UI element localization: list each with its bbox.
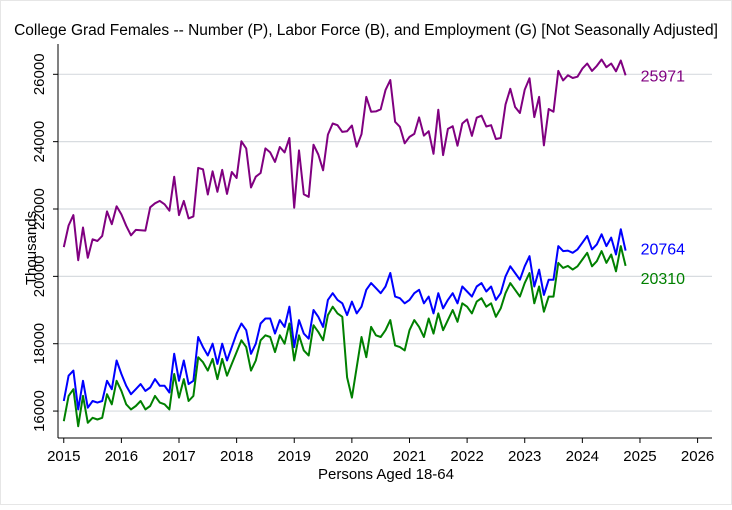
series-line-P: [62, 58, 627, 262]
x-tick-label: 2025: [623, 448, 656, 465]
x-tick-label: 2018: [220, 448, 253, 465]
x-tick-label: 2023: [508, 448, 541, 465]
x-tick-label: 2021: [393, 448, 426, 465]
end-label-B: 20764: [641, 242, 686, 259]
y-axis-title: Thousands: [23, 211, 40, 285]
x-tick-label: 2015: [47, 448, 80, 465]
x-tick-label: 2019: [278, 448, 311, 465]
end-label-G: 20310: [641, 271, 686, 288]
x-axis-title: Persons Aged 18-64: [318, 466, 454, 483]
x-tick-label: 2016: [105, 448, 138, 465]
gridlines: [58, 73, 712, 412]
series-line-B: [62, 228, 627, 411]
x-tick-label: 2022: [450, 448, 483, 465]
series-line-G: [62, 245, 627, 428]
series-lines: [62, 58, 627, 428]
x-tick-label: 2017: [162, 448, 195, 465]
end-label-P: 25971: [641, 68, 686, 85]
x-tick-label: 2020: [335, 448, 368, 465]
y-tick-label: 16000: [31, 390, 48, 432]
y-tick-label: 26000: [31, 53, 48, 95]
x-tick-label: 2026: [681, 448, 714, 465]
y-tick-label: 18000: [31, 323, 48, 365]
end-labels: 25971 20764 20310: [641, 68, 686, 288]
chart-title: College Grad Females -- Number (P), Labo…: [14, 22, 718, 39]
y-tick-label: 22000: [31, 188, 48, 230]
y-tick-label: 24000: [31, 121, 48, 163]
y-tick-label: 20000: [31, 255, 48, 297]
x-tick-label: 2024: [566, 448, 599, 465]
